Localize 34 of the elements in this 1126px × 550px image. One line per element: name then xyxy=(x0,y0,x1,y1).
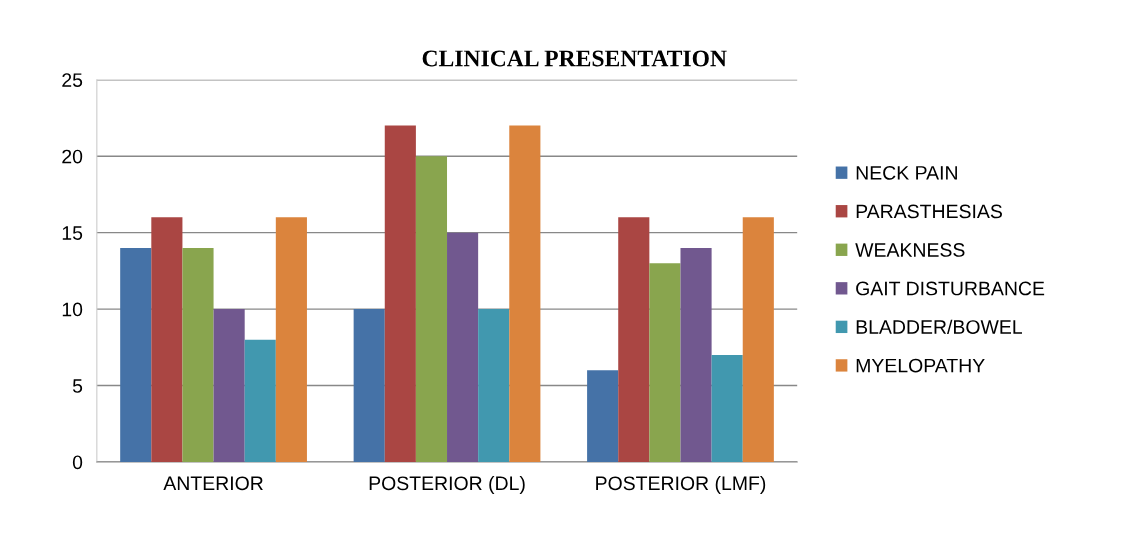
legend-label: GAIT DISTURBANCE xyxy=(856,281,1045,296)
bar xyxy=(618,217,650,462)
x-tick-label: POSTERIOR (LMF) xyxy=(596,475,766,495)
bar xyxy=(447,232,479,462)
bar xyxy=(275,217,307,462)
bar xyxy=(151,217,183,462)
y-tick-label: 15 xyxy=(62,226,83,240)
bar xyxy=(742,217,774,462)
bar xyxy=(478,309,510,462)
bar xyxy=(649,263,681,462)
x-tick-label: ANTERIOR xyxy=(163,476,263,491)
y-tick-label: 0 xyxy=(72,455,83,470)
legend-label: MYELOPATHY xyxy=(856,358,985,373)
legend-label: WEAKNESS xyxy=(855,243,965,257)
bar xyxy=(213,309,245,462)
bar xyxy=(415,156,448,462)
bar xyxy=(244,339,276,462)
chart-title: CLINICAL PRESENTATION xyxy=(422,50,727,67)
bar xyxy=(353,309,385,462)
bar xyxy=(384,125,416,462)
bar xyxy=(680,247,712,462)
y-tick-label: 5 xyxy=(72,379,83,393)
x-tick-label: POSTERIOR (DL) xyxy=(369,475,525,495)
legend-label: PARASTHESIAS xyxy=(856,204,1002,219)
bar xyxy=(182,247,214,462)
y-tick-label: 10 xyxy=(62,302,83,317)
legend-label: BLADDER/BOWEL xyxy=(856,319,1022,334)
bar xyxy=(509,125,541,462)
bar xyxy=(711,354,743,462)
bar xyxy=(120,247,152,462)
y-tick-label: 25 xyxy=(62,73,83,87)
legend-label: NECK PAIN xyxy=(856,165,957,180)
bar xyxy=(587,370,619,462)
y-tick-label: 20 xyxy=(62,149,83,164)
